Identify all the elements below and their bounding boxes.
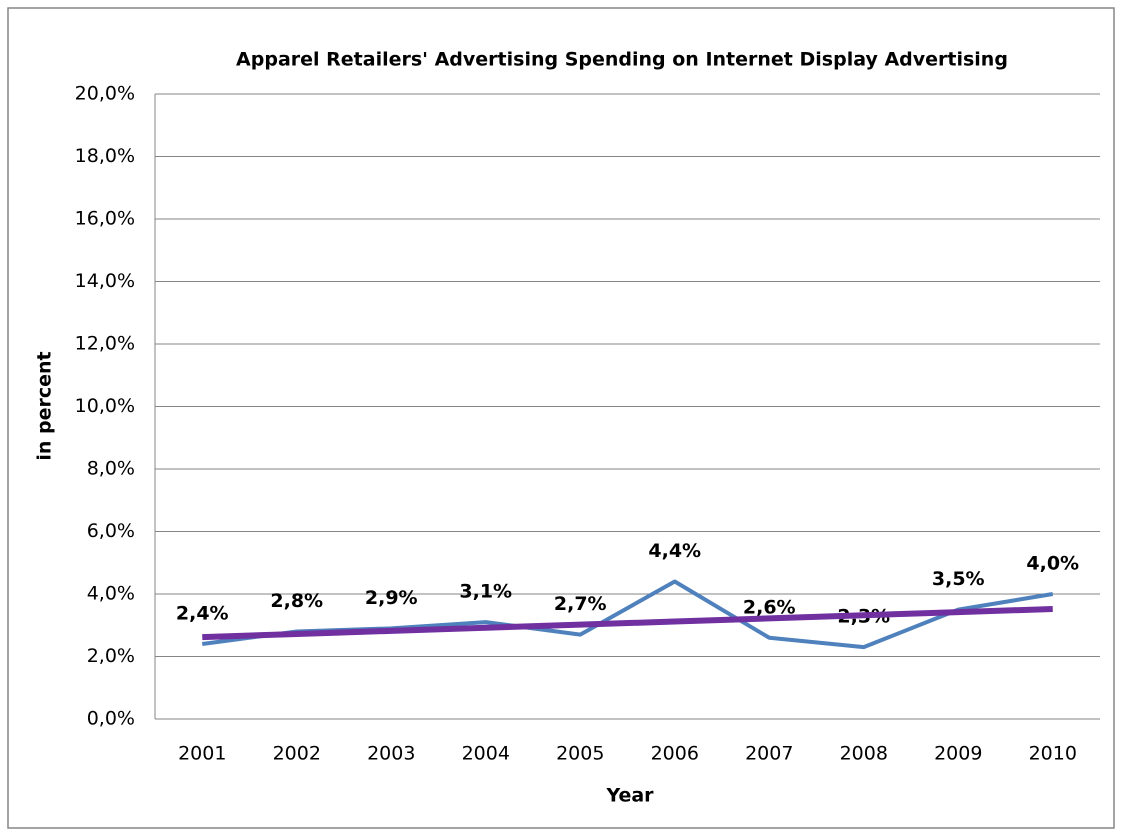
y-tick-label: 10,0% [75, 395, 135, 417]
x-tick-label: 2001 [178, 743, 226, 765]
x-tick-label: 2004 [462, 743, 510, 765]
chart-title: Apparel Retailers' Advertising Spending … [236, 49, 1008, 71]
y-tick-label: 18,0% [75, 145, 135, 167]
data-label: 4,4% [648, 540, 701, 562]
y-tick-label: 4,0% [87, 583, 135, 605]
y-axis-title: in percent [34, 351, 56, 460]
y-tick-label: 6,0% [87, 520, 135, 542]
y-tick-label: 12,0% [75, 333, 135, 355]
data-label: 2,6% [743, 596, 796, 618]
trend-line [202, 606, 1053, 641]
x-tick-label: 2005 [556, 743, 604, 765]
chart-frame [7, 7, 1115, 829]
data-label: 3,1% [459, 581, 512, 603]
data-label: 3,5% [932, 568, 985, 590]
y-tick-label: 8,0% [87, 458, 135, 480]
y-tick-label: 2,0% [87, 645, 135, 667]
x-tick-label: 2003 [367, 743, 415, 765]
data-label: 2,4% [176, 603, 229, 625]
x-tick-label: 2002 [273, 743, 321, 765]
y-tick-label: 20,0% [75, 83, 135, 105]
x-axis-title: Year [605, 785, 654, 807]
data-label: 2,9% [365, 587, 418, 609]
y-tick-label: 14,0% [75, 270, 135, 292]
x-tick-label: 2010 [1029, 743, 1077, 765]
data-label: 4,0% [1026, 553, 1079, 575]
data-label: 2,7% [554, 593, 607, 615]
x-tick-label: 2007 [745, 743, 793, 765]
x-tick-label: 2009 [934, 743, 982, 765]
x-tick-label: 2008 [840, 743, 888, 765]
data-label: 2,8% [270, 590, 323, 612]
x-tick-label: 2006 [651, 743, 699, 765]
y-tick-label: 0,0% [87, 708, 135, 730]
y-tick-label: 16,0% [75, 208, 135, 230]
